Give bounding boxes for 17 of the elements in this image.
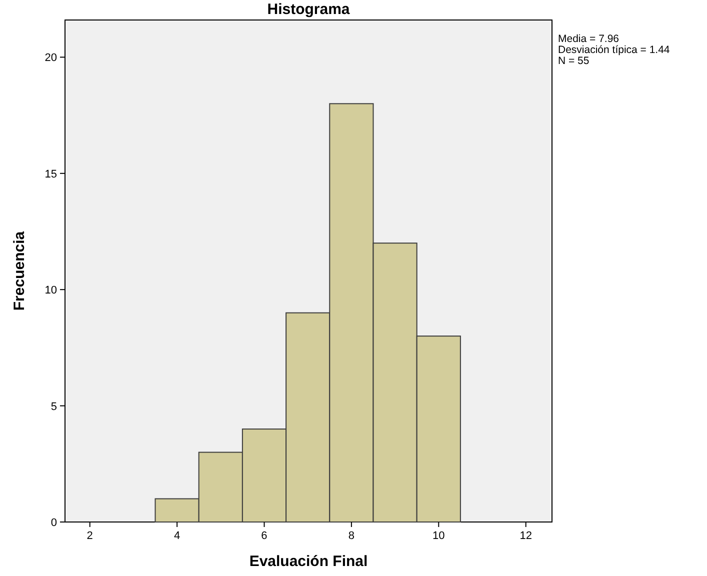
- x-tick-label: 6: [261, 530, 268, 542]
- x-tick-label: 4: [174, 530, 180, 542]
- x-tick-label: 8: [348, 530, 355, 542]
- y-tick-label: 20: [44, 52, 57, 64]
- x-tick-label: 2: [86, 530, 93, 542]
- text: N = 55: [558, 55, 590, 67]
- x-tick-label: 10: [432, 530, 445, 542]
- x-axis-title: Evaluación Final: [249, 553, 368, 570]
- chart-title: Histograma: [267, 1, 350, 18]
- y-axis-title: Frecuencia: [11, 230, 28, 311]
- y-tick-label: 10: [44, 284, 57, 297]
- x-tick-label: 12: [520, 530, 532, 542]
- y-tick-label: 0: [50, 517, 57, 529]
- y-tick-label: 5: [50, 400, 57, 413]
- text: Media = 7.96: [558, 33, 620, 45]
- y-tick-label: 15: [44, 168, 57, 180]
- text: Desviación típica = 1.44: [558, 44, 670, 56]
